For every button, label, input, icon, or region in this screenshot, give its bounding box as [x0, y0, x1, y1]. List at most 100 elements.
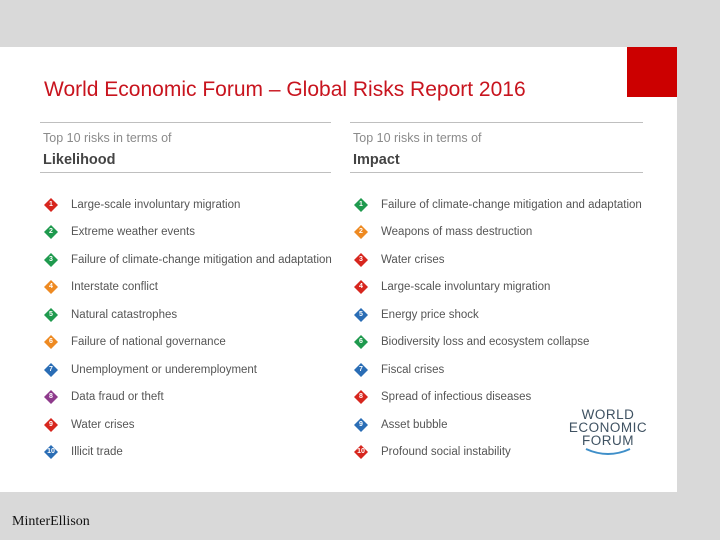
wef-logo-line3: FORUM [582, 433, 634, 448]
rank-number: 7 [359, 365, 363, 373]
slide-canvas [0, 47, 677, 492]
rank-number: 9 [49, 420, 53, 428]
risk-row: 6 Biodiversity loss and ecosystem collaps… [350, 329, 643, 357]
risk-label: Profound social instability [381, 446, 511, 459]
risk-row: 1 Failure of climate-change mitigation an… [350, 191, 643, 219]
risk-row: 3 Water crises [350, 246, 643, 274]
risk-row: 3 Failure of climate-change mitigation an… [40, 246, 332, 274]
risk-row: 9 Water crises [40, 411, 331, 439]
risk-label: Water crises [381, 253, 445, 266]
risk-label: Large-scale involuntary migration [381, 281, 551, 294]
risk-label: Failure of climate-change mitigation and… [71, 253, 332, 266]
risk-label: Fiscal crises [381, 363, 445, 376]
risk-row: 8 Spread of infectious diseases [350, 384, 643, 412]
likelihood-column: Top 10 risks in terms of Likelihood 1 Lar… [40, 122, 332, 467]
divider [40, 122, 331, 123]
rank-number: 3 [359, 255, 363, 263]
risk-label: Spread of infectious diseases [381, 391, 532, 404]
rank-number: 4 [359, 283, 363, 291]
rank-diamond-icon: 4 [354, 280, 368, 295]
rank-diamond-icon: 5 [44, 307, 58, 322]
risk-label: Water crises [71, 418, 135, 431]
risk-label: Illicit trade [71, 446, 123, 459]
rank-number: 2 [359, 228, 363, 236]
risk-label: Asset bubble [381, 418, 448, 431]
wef-arc-icon [585, 448, 631, 455]
risk-row: 10 Illicit trade [40, 439, 331, 467]
likelihood-list: 1 Large-scale involuntary migration 2 Extre… [40, 191, 332, 467]
divider [40, 172, 331, 173]
risk-row: 1 Large-scale involuntary migration [40, 191, 331, 219]
risk-label: Large-scale involuntary migration [71, 198, 241, 211]
rank-number: 5 [49, 310, 53, 318]
rank-diamond-icon: 3 [44, 252, 58, 267]
risk-label: Energy price shock [381, 308, 479, 321]
risk-row: 6 Failure of national governance [40, 329, 331, 357]
wef-logo-line2: ECONOMIC [568, 420, 648, 435]
rank-diamond-icon: 1 [354, 197, 368, 212]
risk-row: 5 Natural catastrophes [40, 301, 331, 329]
rank-number: 8 [359, 393, 363, 401]
risk-row: 4 Interstate conflict [40, 274, 331, 302]
risk-row: 7 Unemployment or underemployment [40, 356, 331, 384]
rank-diamond-icon: 6 [44, 335, 58, 350]
risk-row: 7 Fiscal crises [350, 356, 643, 384]
risk-row: 10 Profound social instability [350, 439, 643, 467]
rank-number: 8 [49, 393, 53, 401]
rank-number: 10 [47, 448, 55, 456]
rank-diamond-icon: 9 [354, 417, 368, 432]
footer-brand: MinterEllison [12, 514, 90, 529]
rank-diamond-icon: 2 [44, 225, 58, 240]
impact-column: Top 10 risks in terms of Impact 1 Failure… [350, 122, 643, 466]
risk-row: 9 Asset bubble [350, 411, 643, 439]
rank-diamond-icon: 8 [44, 390, 58, 405]
rank-diamond-icon: 9 [44, 417, 58, 432]
wef-logo-line1: WORLD [581, 407, 635, 422]
risk-label: Extreme weather events [71, 226, 196, 239]
rank-number: 3 [49, 255, 53, 263]
wef-logo: WORLD ECONOMIC FORUM [566, 408, 650, 457]
risk-label: Data fraud or theft [71, 391, 164, 404]
rank-diamond-icon: 4 [44, 280, 58, 295]
rank-number: 4 [49, 283, 53, 291]
rank-diamond-icon: 7 [44, 362, 58, 377]
rank-diamond-icon: 5 [354, 307, 368, 322]
divider [350, 122, 643, 123]
likelihood-subtitle: Top 10 risks in terms of [43, 131, 172, 145]
rank-number: 2 [49, 228, 53, 236]
risk-label: Failure of climate-change mitigation and… [381, 198, 642, 211]
risk-label: Unemployment or underemployment [71, 363, 258, 376]
rank-number: 6 [359, 338, 363, 346]
rank-diamond-icon: 2 [354, 225, 368, 240]
rank-number: 10 [357, 448, 365, 456]
likelihood-heading: Likelihood [43, 152, 116, 168]
rank-number: 1 [359, 200, 363, 208]
rank-number: 5 [359, 310, 363, 318]
rank-diamond-icon: 10 [354, 445, 368, 460]
accent-square [627, 47, 677, 97]
rank-diamond-icon: 1 [44, 197, 58, 212]
impact-subtitle: Top 10 risks in terms of [353, 131, 482, 145]
risk-row: 2 Weapons of mass destruction [350, 219, 643, 247]
impact-list: 1 Failure of climate-change mitigation an… [350, 191, 643, 466]
rank-number: 7 [49, 365, 53, 373]
risk-label: Failure of national governance [71, 336, 226, 349]
rank-number: 9 [359, 420, 363, 428]
risk-row: 5 Energy price shock [350, 301, 643, 329]
risk-label: Biodiversity loss and ecosystem collapse [381, 336, 590, 349]
risk-row: 8 Data fraud or theft [40, 384, 331, 412]
rank-number: 1 [49, 200, 53, 208]
risk-row: 2 Extreme weather events [40, 219, 331, 247]
risk-row: 4 Large-scale involuntary migration [350, 274, 643, 302]
impact-heading: Impact [353, 152, 400, 168]
rank-diamond-icon: 10 [44, 445, 58, 460]
rank-diamond-icon: 7 [354, 362, 368, 377]
slide-title: World Economic Forum – Global Risks Repo… [44, 78, 526, 101]
rank-diamond-icon: 3 [354, 252, 368, 267]
risk-label: Weapons of mass destruction [381, 226, 533, 239]
rank-diamond-icon: 8 [354, 390, 368, 405]
risk-label: Natural catastrophes [71, 308, 178, 321]
rank-number: 6 [49, 338, 53, 346]
rank-diamond-icon: 6 [354, 335, 368, 350]
risk-label: Interstate conflict [71, 281, 158, 294]
